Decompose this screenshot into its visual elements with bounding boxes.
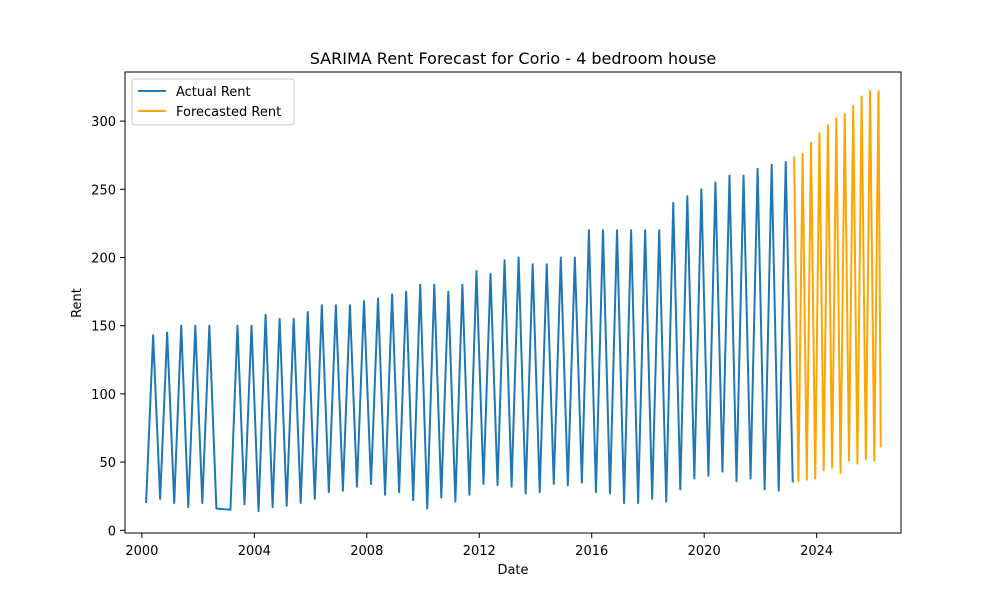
- y-tick-label: 300: [91, 115, 116, 130]
- y-axis: 0 50 100 150 200 250 300: [91, 115, 125, 539]
- plot-frame: [124, 71, 902, 534]
- x-tick-label: 2000: [125, 544, 158, 559]
- x-tick-label: 2016: [575, 544, 608, 559]
- y-tick-label: 0: [108, 524, 116, 539]
- legend-box: [131, 78, 295, 126]
- legend-label-forecasted-rent: Forecasted Rent: [176, 105, 281, 120]
- x-axis: 2000 2004 2008 2012 2016 2020 2024: [125, 533, 833, 559]
- x-tick-label: 2012: [463, 544, 496, 559]
- y-tick-label: 150: [91, 320, 116, 335]
- plot-lines: [145, 90, 882, 513]
- series-line-forecasted-rent: [793, 90, 882, 483]
- x-tick-label: 2004: [238, 544, 271, 559]
- y-axis-label: Rent: [70, 288, 85, 318]
- chart-title: SARIMA Rent Forecast for Corio - 4 bedro…: [310, 49, 717, 68]
- series-line-actual-rent: [145, 161, 794, 513]
- x-axis-label: Date: [497, 563, 528, 578]
- y-tick-label: 250: [91, 183, 116, 198]
- y-tick-label: 100: [91, 388, 116, 403]
- legend: Actual Rent Forecasted Rent: [131, 78, 295, 126]
- x-tick-label: 2020: [688, 544, 721, 559]
- x-tick-label: 2024: [800, 544, 833, 559]
- legend-label-actual-rent: Actual Rent: [176, 85, 251, 100]
- x-tick-label: 2008: [350, 544, 383, 559]
- y-tick-label: 200: [91, 251, 116, 266]
- y-tick-label: 50: [99, 456, 116, 471]
